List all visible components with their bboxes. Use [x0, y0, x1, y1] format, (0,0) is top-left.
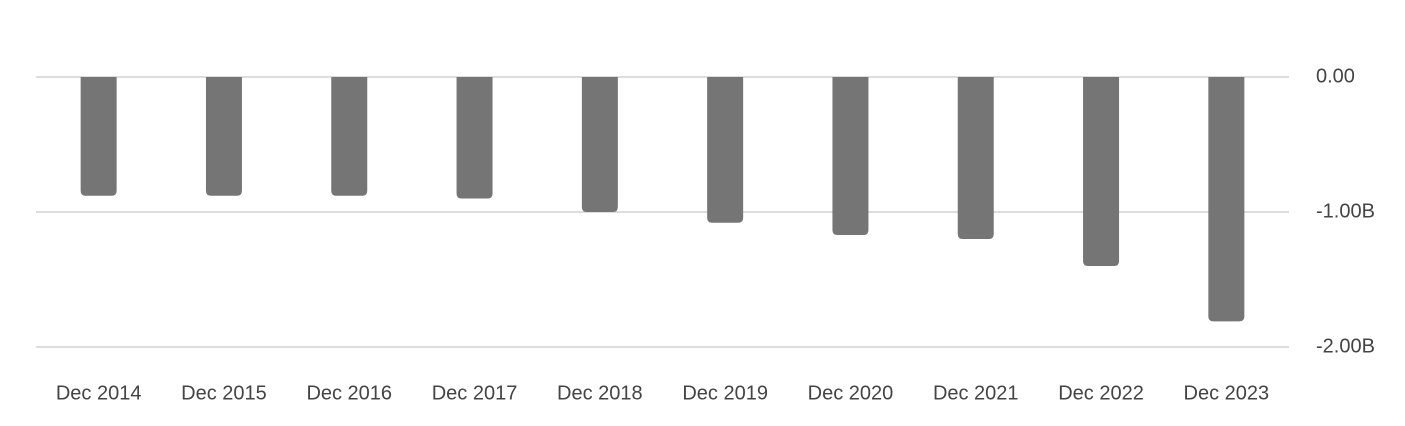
x-tick-label: Dec 2014 [56, 382, 142, 404]
x-tick-label: Dec 2020 [808, 382, 894, 404]
bar [1208, 77, 1245, 322]
bar [707, 77, 744, 223]
x-tick-label: Dec 2015 [181, 382, 267, 404]
x-tick-label: Dec 2016 [306, 382, 392, 404]
y-tick-label: 0.00 [1316, 65, 1355, 87]
x-tick-label: Dec 2017 [432, 382, 518, 404]
y-tick-label: -1.00B [1316, 200, 1375, 222]
bar [80, 77, 117, 196]
x-tick-label: Dec 2019 [682, 382, 768, 404]
x-tick-label: Dec 2022 [1058, 382, 1144, 404]
bar [331, 77, 368, 196]
bar [832, 77, 869, 235]
y-tick-label: -2.00B [1316, 335, 1375, 357]
bar [1083, 77, 1120, 266]
bar [205, 77, 242, 196]
x-tick-label: Dec 2018 [557, 382, 643, 404]
x-tick-label: Dec 2021 [933, 382, 1019, 404]
bar [581, 77, 618, 212]
x-tick-label: Dec 2023 [1184, 382, 1270, 404]
bar [456, 77, 493, 199]
bar [957, 77, 994, 239]
